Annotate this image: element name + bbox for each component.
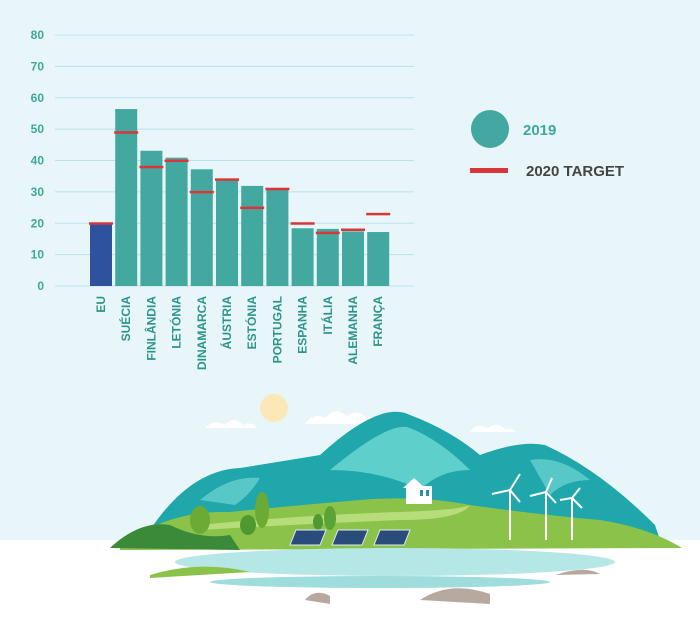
target-marker-11	[366, 212, 391, 216]
rock-icon	[420, 588, 490, 604]
target-marker-9	[315, 231, 340, 235]
bar-7	[266, 189, 289, 286]
y-tick-label: 60	[31, 91, 45, 105]
x-category-label: ESPANHA	[296, 296, 310, 354]
dark-green-hills	[110, 524, 240, 550]
landscape-illustration	[110, 394, 682, 604]
bar-4	[190, 169, 213, 286]
shore-grass	[150, 566, 250, 578]
legend-2019-label: 2019	[523, 122, 556, 139]
bar-3	[165, 157, 188, 286]
x-category-label: DINAMARCA	[195, 296, 209, 370]
lake-reflection	[210, 576, 550, 588]
x-category-label: FINLÂNDIA	[143, 296, 158, 361]
lake	[175, 548, 615, 576]
y-tick-label: 50	[31, 122, 45, 136]
x-category-label: FRANÇA	[371, 296, 385, 347]
cloud-icon	[205, 420, 257, 428]
legend: 2019 2020 TARGET	[470, 110, 624, 180]
tree-icon	[255, 492, 269, 528]
tree-icon	[240, 515, 256, 535]
bar-2	[140, 150, 163, 286]
bar-9	[316, 228, 339, 286]
target-marker-10	[341, 228, 365, 232]
solar-panel-icon	[289, 529, 411, 546]
x-category-label: PORTUGAL	[270, 296, 284, 363]
tree-icon	[190, 506, 210, 534]
wind-turbine-icon	[491, 473, 583, 540]
legend-2019-swatch	[471, 110, 509, 148]
y-tick-label: 30	[31, 185, 45, 199]
legend-target-label: 2020 TARGET	[526, 163, 624, 180]
x-category-label: ÁUSTRIA	[219, 296, 234, 350]
bar-1	[115, 109, 138, 286]
x-category-label: LETÓNIA	[169, 296, 184, 349]
x-category-label: ITÁLIA	[320, 296, 335, 335]
bar-8	[291, 228, 314, 286]
target-marker-1	[114, 131, 139, 134]
sun-icon	[260, 394, 288, 422]
target-marker-3	[164, 159, 189, 162]
bar-0	[90, 224, 112, 286]
y-axis-ticks: 0 10 20 30 40 50 60 70 80	[31, 28, 45, 293]
y-tick-label: 80	[31, 28, 45, 42]
target-marker-0	[89, 222, 113, 225]
target-marker-6	[240, 206, 265, 210]
cloud-icon	[470, 424, 516, 432]
tree-icon	[324, 506, 336, 530]
x-category-label: ESTÓNIA	[244, 296, 259, 350]
house-window	[420, 490, 423, 496]
bar-5	[216, 180, 238, 286]
target-marker-2	[139, 165, 164, 169]
legend-target-swatch	[470, 168, 508, 173]
rock-icon	[305, 592, 330, 604]
y-tick-label: 70	[31, 59, 45, 73]
mountain-shadow	[330, 426, 470, 490]
target-markers	[89, 131, 391, 235]
x-category-label: ALEMANHA	[346, 296, 360, 365]
y-tick-label: 20	[31, 216, 45, 230]
mountain-shadow	[200, 477, 260, 505]
bar-10	[342, 231, 364, 286]
cloud-icon	[305, 411, 379, 424]
target-marker-7	[265, 187, 290, 191]
bar-11	[367, 232, 390, 286]
x-category-label: EU	[94, 296, 108, 313]
house-roof	[403, 478, 425, 488]
target-marker-8	[290, 222, 315, 225]
x-category-label: SUÉCIA	[118, 296, 133, 342]
rock-icon	[555, 569, 600, 575]
y-tick-label: 0	[37, 279, 44, 293]
x-axis-labels: EU SUÉCIA FINLÂNDIA LETÓNIA DINAMARCA ÁUSTRIA…	[94, 296, 385, 370]
target-marker-4	[189, 190, 214, 194]
bar-6	[241, 185, 264, 286]
house-icon	[406, 486, 432, 504]
bars	[90, 109, 390, 286]
y-tick-label: 10	[31, 248, 45, 262]
target-marker-5	[215, 178, 239, 181]
mountain-shadow	[530, 459, 590, 495]
tree-icon	[313, 514, 323, 530]
house-window	[426, 490, 429, 496]
y-tick-label: 40	[31, 154, 45, 168]
